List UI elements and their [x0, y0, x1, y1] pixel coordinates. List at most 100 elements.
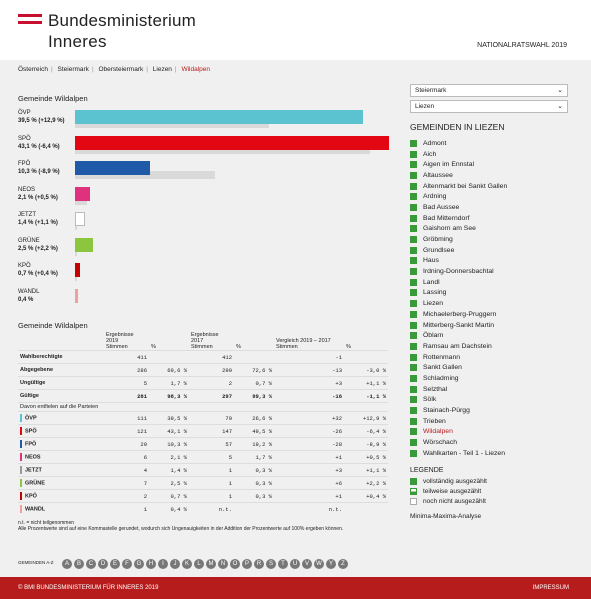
table-cell: 0,3 %	[234, 463, 274, 477]
letter-link[interactable]: O	[230, 559, 240, 569]
status-square-icon	[410, 439, 417, 447]
municipality-item[interactable]: Mitterberg-Sankt Martin	[410, 320, 568, 331]
municipality-item[interactable]: Altaussee	[410, 170, 568, 181]
legend-item: teilweise ausgezählt	[410, 487, 568, 497]
municipality-item[interactable]: Sankt Gallen	[410, 362, 568, 373]
party-value-label: 0,7 % (+0,4 %)	[18, 271, 58, 277]
imprint-link[interactable]: IMPRESSUM	[532, 585, 569, 591]
table-cell: 26,6 %	[234, 411, 274, 425]
letter-link[interactable]: P	[242, 559, 252, 569]
table-row: NEOS 6 2,1 % 5 1,7 % +1 +0,5 %	[18, 450, 388, 464]
municipality-item[interactable]: Selzthal	[410, 384, 568, 395]
letter-link[interactable]: H	[146, 559, 156, 569]
municipality-item[interactable]: Rottenmann	[410, 352, 568, 363]
municipality-item[interactable]: Bad Mitterndorf	[410, 213, 568, 224]
status-square-icon	[410, 407, 417, 415]
bar-2019	[75, 135, 389, 150]
letter-link[interactable]: Y	[326, 559, 336, 569]
district-select[interactable]: Liezen ⌄	[410, 100, 568, 113]
letter-link[interactable]: T	[278, 559, 288, 569]
table-cell: 72,6 %	[234, 363, 274, 377]
breadcrumb-item[interactable]: Österreich	[18, 66, 48, 73]
municipality-item[interactable]: Grundlsee	[410, 245, 568, 256]
letter-link[interactable]: N	[218, 559, 228, 569]
municipality-item[interactable]: Landl	[410, 277, 568, 288]
table-cell: 2,5 %	[149, 476, 189, 490]
letter-link[interactable]: V	[302, 559, 312, 569]
table-cell: 1,7 %	[149, 376, 189, 390]
minmax-link[interactable]: Minima-Maxima-Analyse	[410, 512, 482, 520]
status-square-icon	[410, 417, 417, 425]
status-square-icon	[410, 225, 417, 233]
party-value-label: 43,1 % (-6,4 %)	[18, 143, 60, 150]
letter-link[interactable]: U	[290, 559, 300, 569]
status-square-icon	[410, 278, 417, 286]
legend-item: vollständig ausgezählt	[410, 477, 568, 487]
letter-link[interactable]: M	[206, 559, 216, 569]
col-header: %	[236, 344, 241, 350]
letter-link[interactable]: E	[110, 559, 120, 569]
letter-link[interactable]: C	[86, 559, 96, 569]
municipality-item[interactable]: Ramsau am Dachstein	[410, 341, 568, 352]
municipality-item[interactable]: Wahlkarten - Teil 1 - Liezen	[410, 448, 568, 459]
municipality-item[interactable]: Schladming	[410, 373, 568, 384]
breadcrumb: Österreich | Steiermark | Obersteiermark | …	[18, 66, 210, 73]
municipality-item[interactable]: Ardning	[410, 191, 568, 202]
letter-link[interactable]: I	[158, 559, 168, 569]
municipality-item[interactable]: Gröbming	[410, 234, 568, 245]
municipality-item[interactable]: Aich	[410, 149, 568, 160]
party-row: SPÖ 43,1 % (-6,4 %)	[18, 135, 389, 158]
bar-2017	[75, 273, 78, 281]
municipality-item[interactable]: Michaelerberg-Pruggern	[410, 309, 568, 320]
municipality-item[interactable]: Wildalpen	[410, 427, 568, 438]
letter-link[interactable]: A	[62, 559, 72, 569]
table-cell: -26	[274, 424, 344, 438]
table-cell: 281	[104, 389, 149, 403]
municipality-item[interactable]: Stainach-Pürgg	[410, 405, 568, 416]
breadcrumb-item[interactable]: Steiermark	[57, 66, 89, 73]
bar-2017	[75, 145, 371, 154]
municipality-item[interactable]: Trieben	[410, 416, 568, 427]
municipality-item[interactable]: Gaishorn am See	[410, 224, 568, 235]
municipality-item[interactable]: Haus	[410, 256, 568, 267]
letter-link[interactable]: L	[194, 559, 204, 569]
municipality-item[interactable]: Liezen	[410, 298, 568, 309]
letter-link[interactable]: S	[266, 559, 276, 569]
status-square-icon	[410, 385, 417, 393]
table-cell: 79	[189, 411, 234, 425]
municipality-item[interactable]: Altenmarkt bei Sankt Gallen	[410, 181, 568, 192]
status-square-icon	[410, 161, 417, 169]
municipality-item[interactable]: Sölk	[410, 395, 568, 406]
letter-link[interactable]: J	[170, 559, 180, 569]
table-cell: 5	[189, 450, 234, 464]
letter-link[interactable]: G	[134, 559, 144, 569]
letter-link[interactable]: D	[98, 559, 108, 569]
table-cell: -3,0 %	[344, 363, 388, 377]
municipality-item[interactable]: Aigen im Ennstal	[410, 159, 568, 170]
letter-link[interactable]: R	[254, 559, 264, 569]
table-cell: +12,9 %	[344, 411, 388, 425]
municipality-item[interactable]: Lassing	[410, 288, 568, 299]
status-square-icon	[410, 353, 417, 361]
municipality-item[interactable]: Öblarn	[410, 330, 568, 341]
breadcrumb-item[interactable]: Obersteiermark	[98, 66, 144, 73]
letter-link[interactable]: Z	[338, 559, 348, 569]
municipality-item[interactable]: Bad Aussee	[410, 202, 568, 213]
table-cell: -13	[274, 363, 344, 377]
bar-2019	[75, 161, 151, 175]
letter-link[interactable]: W	[314, 559, 324, 569]
letter-link[interactable]: K	[182, 559, 192, 569]
status-square-icon	[410, 246, 417, 254]
table-cell: Wahlberechtigte	[18, 350, 104, 364]
municipality-item[interactable]: Admont	[410, 138, 568, 149]
state-select[interactable]: Steiermark ⌄	[410, 84, 568, 97]
breadcrumb-item[interactable]: Liezen	[152, 66, 172, 73]
municipality-item[interactable]: Wörschach	[410, 437, 568, 448]
table-row: FPÖ 29 10,3 % 57 19,2 % -28 -8,9 %	[18, 437, 388, 451]
party-name: NEOS	[18, 186, 36, 193]
table-cell: +1,1 %	[344, 463, 388, 477]
letter-link[interactable]: B	[74, 559, 84, 569]
austria-flag-icon	[18, 14, 42, 24]
letter-link[interactable]: F	[122, 559, 132, 569]
municipality-item[interactable]: Irdning-Donnersbachtal	[410, 266, 568, 277]
